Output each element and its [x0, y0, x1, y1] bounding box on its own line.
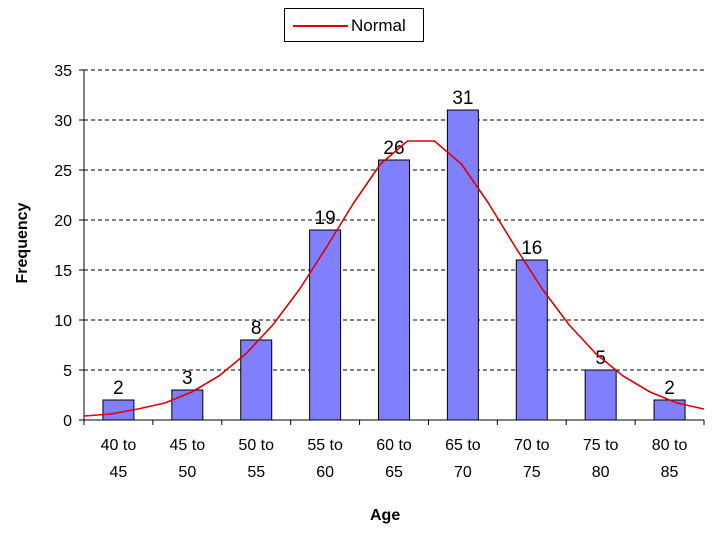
data-label: 26: [383, 138, 404, 159]
bar: [240, 339, 273, 421]
y-tick-label: 10: [54, 313, 72, 330]
bar: [309, 229, 342, 421]
x-tick-label: 60 to 65: [376, 437, 412, 481]
bar: [378, 159, 410, 421]
data-label: 16: [521, 238, 542, 259]
y-tick-label: 0: [63, 413, 72, 430]
legend-line-normal: [293, 25, 348, 27]
normal-curve: [83, 140, 705, 417]
bar: [584, 369, 617, 421]
x-axis-title: Age: [370, 507, 401, 524]
x-tick-label: 55 to 60: [307, 437, 343, 481]
x-tick-label: 65 to 70: [445, 437, 481, 481]
data-label: 2: [664, 378, 675, 399]
x-tick-label: 75 to 80: [583, 437, 619, 481]
x-tick-label: 45 to 50: [170, 437, 206, 481]
x-tick-label: 80 to 85: [652, 437, 688, 481]
y-tick-label: 5: [63, 363, 72, 380]
y-tick-label: 15: [54, 263, 72, 280]
data-label: 3: [182, 368, 193, 389]
x-tick-label: 70 to 75: [514, 437, 550, 481]
data-label: 31: [452, 88, 473, 109]
y-tick-label: 25: [54, 163, 72, 180]
y-tick-label: 30: [54, 113, 72, 130]
bar: [515, 259, 548, 421]
y-axis-title: Frequency: [14, 202, 31, 284]
y-tick-label: 35: [54, 63, 72, 80]
legend: Normal: [284, 8, 424, 42]
y-tick-label: 20: [54, 213, 72, 230]
x-tick-label: 40 to 45: [101, 437, 137, 481]
x-tick-label: 50 to 55: [238, 437, 274, 481]
data-label: 8: [251, 318, 262, 339]
bar: [171, 389, 204, 421]
legend-label-normal: Normal: [351, 16, 406, 35]
data-label: 2: [113, 378, 124, 399]
data-label: 19: [315, 208, 336, 229]
